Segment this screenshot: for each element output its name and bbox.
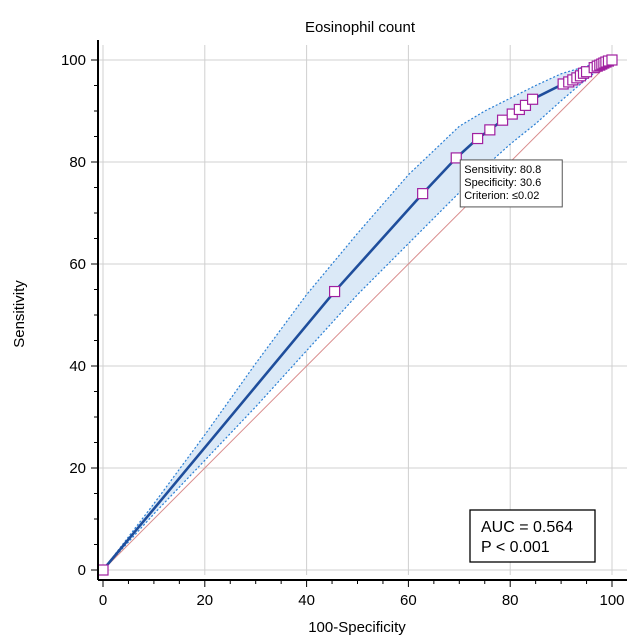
annotation-line: Specificity: 30.6 <box>464 177 541 189</box>
data-point <box>328 285 341 298</box>
data-point <box>472 132 484 145</box>
data-point <box>484 124 496 136</box>
ci-lower-line <box>102 59 613 571</box>
y-tick-label: 80 <box>69 154 86 171</box>
y-tick-label: 40 <box>69 358 86 375</box>
annotation-box <box>459 159 563 208</box>
data-point <box>606 54 618 66</box>
auc-value: AUC = 0.564 <box>481 519 573 536</box>
data-point <box>526 93 539 105</box>
roc-markers <box>97 54 618 576</box>
y-tick-label: 0 <box>78 562 86 579</box>
chart-title: Eosinophil count <box>305 19 416 36</box>
x-tick-label: 0 <box>99 592 107 609</box>
x-tick-label: 80 <box>502 592 519 609</box>
y-tick-label: 100 <box>61 52 86 69</box>
axes <box>97 40 627 581</box>
annotation-line: Criterion: ≤0.02 <box>464 190 539 202</box>
data-point <box>496 114 509 126</box>
diagonal-line <box>102 59 613 571</box>
y-axis-title: Sensitivity <box>11 280 28 348</box>
p-value: P < 0.001 <box>481 539 550 556</box>
y-ticks: 0 20 40 60 80 100 <box>61 52 98 579</box>
stats-box-frame <box>469 509 596 563</box>
confidence-band <box>102 59 613 571</box>
x-tick-label: 60 <box>400 592 417 609</box>
annotation-line: Sensitivity: 80.8 <box>464 164 541 176</box>
x-tick-label: 100 <box>599 592 624 609</box>
x-axis-title: 100-Specificity <box>308 619 406 636</box>
y-tick-label: 20 <box>69 460 86 477</box>
x-tick-label: 20 <box>196 592 213 609</box>
data-point <box>450 152 462 164</box>
data-point <box>417 188 429 200</box>
grid <box>98 45 627 575</box>
data-point <box>519 99 532 111</box>
auc-stats-box: AUC = 0.564 P < 0.001 <box>469 509 596 563</box>
data-point <box>97 564 109 576</box>
y-tick-label: 60 <box>69 256 86 273</box>
reference-diagonal <box>102 59 613 571</box>
x-ticks: 0 20 40 60 80 100 <box>99 580 625 609</box>
x-tick-label: 40 <box>298 592 315 609</box>
ci-upper-line <box>102 59 613 571</box>
